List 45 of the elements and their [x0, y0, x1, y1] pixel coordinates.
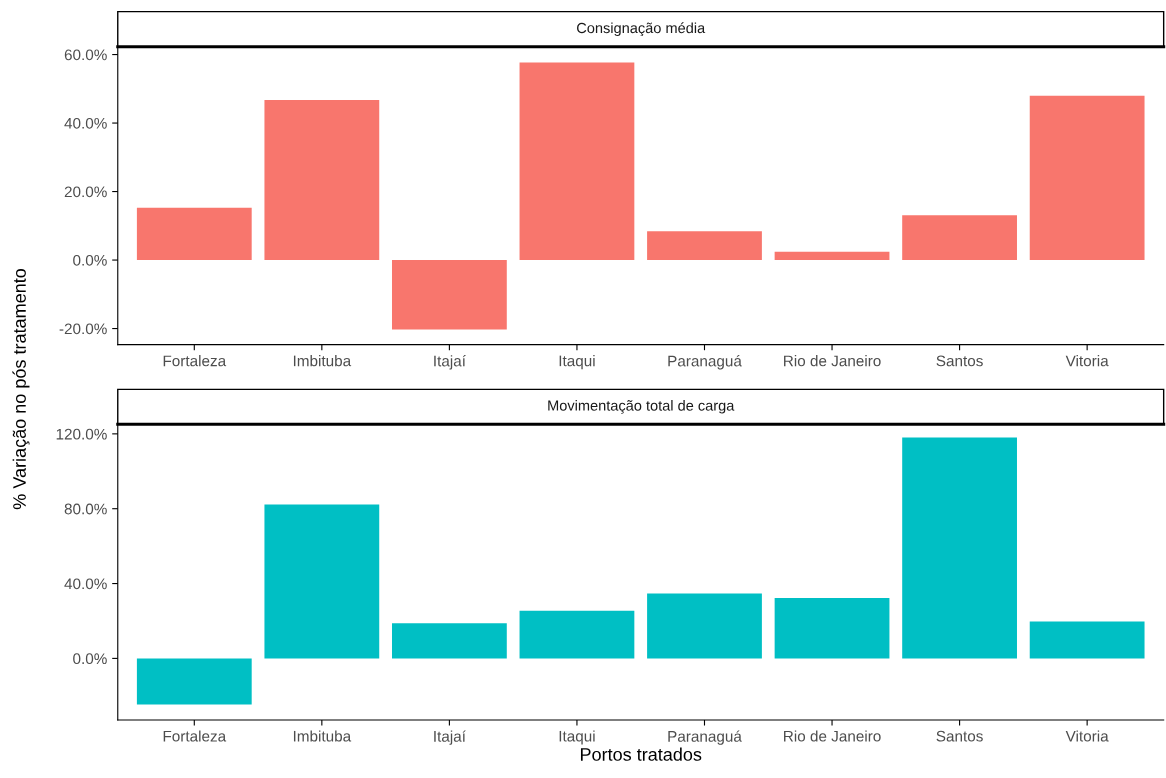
bar — [392, 260, 507, 330]
bar — [1029, 621, 1145, 659]
bar — [264, 100, 380, 261]
bar — [902, 215, 1017, 261]
x-tick-label: Santos — [936, 730, 983, 742]
bar — [647, 593, 762, 659]
bar — [136, 658, 252, 705]
y-tick-label: -20.0% — [59, 323, 107, 335]
x-tick-label: Paranaguá — [668, 355, 742, 370]
x-tick-label: Itaqui — [559, 355, 595, 370]
bar — [392, 623, 507, 659]
y-tick-label: 80.0% — [64, 503, 107, 515]
x-tick-label: Itajaí — [434, 355, 466, 370]
y-tick-label: 0.0% — [73, 254, 107, 266]
x-tick-label: Paranaguá — [668, 730, 742, 745]
y-tick-label: 20.0% — [64, 186, 107, 198]
bar — [264, 504, 380, 659]
x-tick-label: Imbituba — [293, 730, 352, 742]
bar — [902, 437, 1017, 659]
bar — [774, 597, 890, 659]
chart-title: Movimentação total de carga — [548, 399, 735, 414]
y-tick-label: 40.0% — [64, 117, 107, 129]
y-tick-label: 40.0% — [64, 578, 107, 590]
y-tick-label: 0.0% — [73, 653, 107, 665]
x-tick-label: Rio de Janeiro — [784, 730, 881, 742]
bar — [647, 231, 762, 261]
x-tick-label: Rio de Janeiro — [784, 355, 881, 367]
x-tick-label: Imbituba — [293, 355, 352, 367]
bar — [519, 610, 635, 659]
x-tick-label: Vitoria — [1065, 355, 1109, 367]
x-tick-label: Vitoria — [1065, 730, 1109, 742]
chart-title: Consignação média — [577, 22, 706, 37]
bar — [774, 251, 890, 261]
x-tick-label: Santos — [936, 355, 983, 367]
x-tick-label: Itajaí — [434, 730, 466, 745]
bar — [519, 62, 635, 261]
bar — [1029, 95, 1145, 261]
y-tick-label: 120.0% — [56, 428, 107, 440]
y-tick-label: 60.0% — [64, 49, 107, 61]
x-axis-title: Portos tratados — [580, 747, 702, 761]
bar — [136, 207, 252, 261]
x-tick-label: Itaqui — [559, 730, 595, 745]
x-tick-label: Fortaleza — [163, 355, 227, 367]
y-axis-title: % Variação no pós tratamento — [12, 268, 30, 510]
x-tick-label: Fortaleza — [163, 730, 227, 742]
